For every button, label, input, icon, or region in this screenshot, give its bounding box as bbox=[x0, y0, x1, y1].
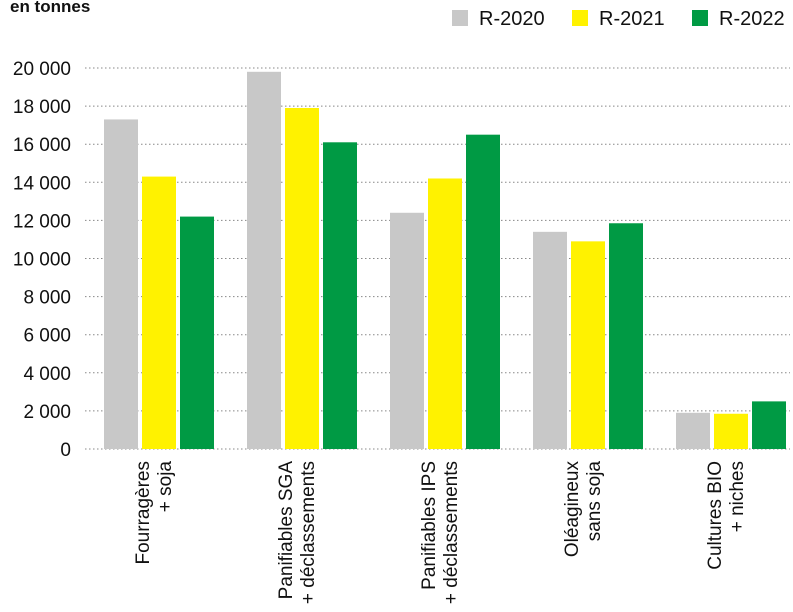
y-tick-label: 14 000 bbox=[13, 173, 71, 194]
y-tick-label: 2 000 bbox=[23, 402, 71, 423]
x-category-label: Panifiables SGA bbox=[276, 461, 297, 600]
bar-r-2022-4 bbox=[609, 223, 643, 449]
bar-r-2021-3 bbox=[428, 178, 462, 450]
x-category-label: + déclassements bbox=[441, 461, 462, 604]
bars bbox=[104, 71, 786, 450]
y-tick-label: 12 000 bbox=[13, 211, 71, 232]
bar-r-2021-1 bbox=[142, 176, 176, 449]
bar-r-2020-3 bbox=[390, 212, 424, 449]
y-tick-label: 16 000 bbox=[13, 135, 71, 156]
y-axis: 0 2 000 4 000 6 000 8 000 10 000 12 000 14 000 1… bbox=[13, 59, 71, 461]
legend-label: R-2020 bbox=[479, 8, 545, 30]
chart-subtitle: en tonnes bbox=[10, 0, 90, 16]
bar-r-2021-4 bbox=[571, 241, 605, 449]
x-category-label: Fourragères bbox=[133, 461, 154, 565]
y-tick-label: 18 000 bbox=[13, 97, 71, 118]
x-axis: Fourragères + soja Panifiables SGA + déclas… bbox=[133, 461, 748, 605]
legend-label: R-2021 bbox=[599, 8, 665, 30]
legend-swatch-r-2020 bbox=[452, 10, 468, 26]
x-category-label: + déclassements bbox=[298, 461, 319, 604]
x-category-label: Oléagineux bbox=[562, 461, 583, 558]
legend: R-2020 R-2021 R-2022 bbox=[452, 8, 785, 30]
legend-swatch-r-2021 bbox=[572, 10, 588, 26]
y-tick-label: 4 000 bbox=[23, 364, 71, 385]
x-category-label: + niches bbox=[727, 461, 748, 532]
x-category-label: + soja bbox=[155, 461, 176, 513]
y-tick-label: 6 000 bbox=[23, 326, 71, 347]
bar-r-2021-2 bbox=[285, 108, 319, 449]
y-tick-label: 8 000 bbox=[23, 288, 71, 309]
y-tick-label: 10 000 bbox=[13, 250, 71, 271]
bar-r-2022-5 bbox=[752, 401, 786, 449]
x-category-label: Panifiables IPS bbox=[419, 461, 440, 590]
y-tick-label: 0 bbox=[60, 440, 71, 461]
bar-r-2021-5 bbox=[714, 413, 748, 449]
bar-r-2020-4 bbox=[533, 231, 567, 449]
bar-r-2022-1 bbox=[180, 216, 214, 449]
x-category-label: Cultures BIO bbox=[705, 461, 726, 570]
bar-r-2020-5 bbox=[676, 412, 710, 449]
bar-r-2022-3 bbox=[466, 134, 500, 450]
x-category-label: sans soja bbox=[584, 461, 605, 542]
bar-r-2020-2 bbox=[247, 71, 281, 449]
y-tick-label: 20 000 bbox=[13, 59, 71, 80]
legend-label: R-2022 bbox=[719, 8, 785, 30]
bar-r-2020-1 bbox=[104, 119, 138, 449]
legend-swatch-r-2022 bbox=[692, 10, 708, 26]
bar-r-2022-2 bbox=[323, 142, 357, 450]
